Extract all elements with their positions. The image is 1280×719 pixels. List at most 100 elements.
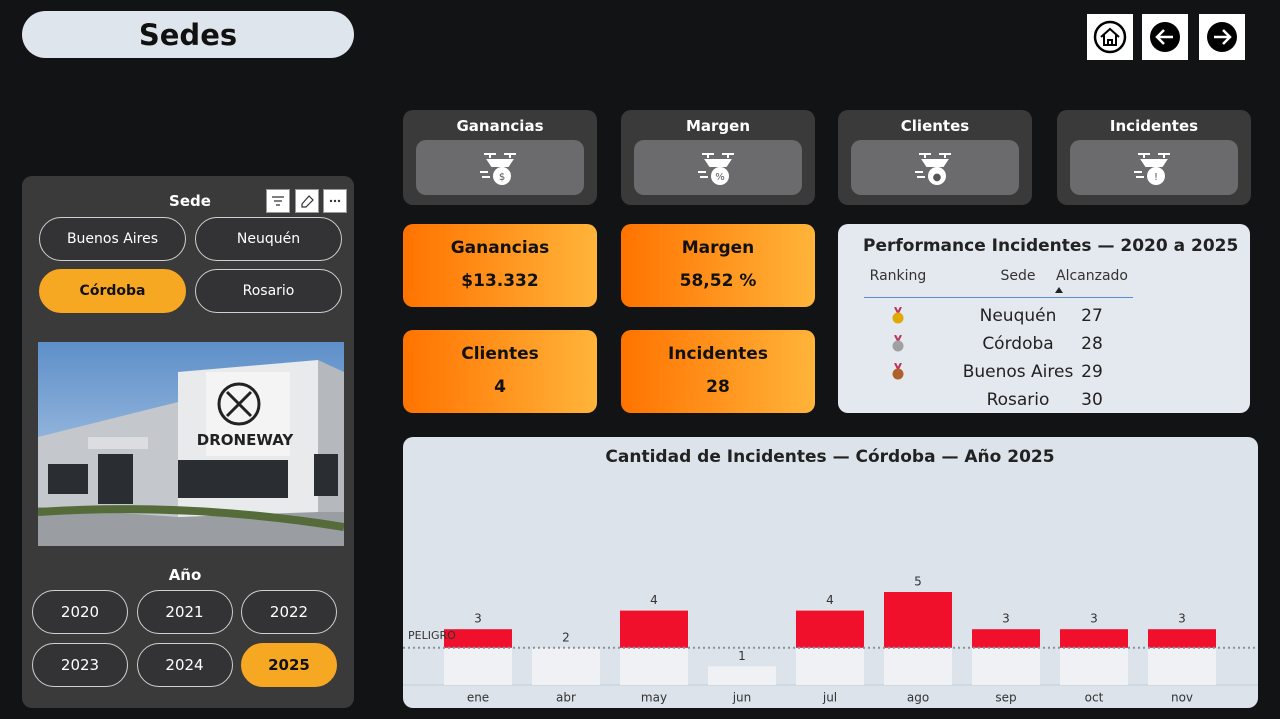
x-tick-label: ene <box>467 691 489 705</box>
column-header: Sede <box>1000 268 1036 284</box>
bar-base <box>444 647 512 685</box>
table-cell: 27 <box>1081 306 1103 326</box>
kpi-icon-title: Clientes <box>900 117 970 135</box>
column-header: Alcanzado <box>1056 268 1128 284</box>
data-label: 1 <box>738 649 746 663</box>
bar-over-threshold <box>796 610 864 648</box>
kpi-icon-button[interactable]: ! <box>1070 140 1238 195</box>
bar-base <box>620 647 688 685</box>
data-label: 2 <box>562 630 570 644</box>
data-label: 5 <box>914 575 922 589</box>
x-tick-label: sep <box>995 691 1016 705</box>
sede-option[interactable]: Neuquén <box>195 217 342 261</box>
home-icon <box>1093 20 1127 54</box>
eraser-glyph <box>301 195 314 208</box>
kpi-icon-button[interactable]: $ <box>416 140 584 195</box>
bar-base <box>1060 647 1128 685</box>
icon-glyph: ! <box>1154 172 1158 183</box>
threshold-label: PELIGRO <box>408 629 456 642</box>
kpi-label: Margen <box>681 238 755 258</box>
clear-icon[interactable] <box>295 189 319 213</box>
x-tick-label: may <box>641 691 667 705</box>
year-option[interactable]: 2020 <box>32 590 128 634</box>
bar-base <box>708 666 776 685</box>
header-rule <box>864 297 1133 298</box>
data-label: 4 <box>650 593 658 607</box>
table-cell: Buenos Aires <box>962 362 1074 382</box>
year-slicer-title: Año <box>168 566 202 584</box>
table-cell: 29 <box>1081 362 1103 382</box>
icon-glyph: $ <box>499 172 505 183</box>
bar-base <box>796 647 864 685</box>
sede-option[interactable]: Córdoba <box>39 269 186 313</box>
table-cell: Neuquén <box>979 306 1057 326</box>
medal-icon <box>891 306 905 325</box>
sede-image: DRONEWAY <box>38 342 344 546</box>
year-option[interactable]: 2025 <box>241 643 337 687</box>
kpi-label: Clientes <box>461 344 539 364</box>
filter-icon[interactable] <box>266 189 290 213</box>
data-label: 3 <box>1178 612 1186 626</box>
kpi-icon-title: Ganancias <box>456 117 544 135</box>
table-title: Performance Incidentes — 2020 a 2025 <box>863 236 1239 256</box>
x-tick-label: ago <box>907 691 929 705</box>
year-option[interactable]: 2024 <box>136 643 233 687</box>
table-cell: Córdoba <box>982 334 1054 354</box>
kpi-value: 58,52 % <box>679 271 757 291</box>
drone-icon: % <box>698 152 734 185</box>
kpi-card <box>621 224 815 307</box>
kpi-card <box>403 330 597 413</box>
bar-base <box>972 647 1040 685</box>
year-option[interactable]: 2023 <box>32 643 128 687</box>
kpi-value: 28 <box>706 377 730 397</box>
bar-over-threshold <box>884 592 952 648</box>
drone-icon: $ <box>480 152 516 185</box>
data-label: 3 <box>1090 612 1098 626</box>
more-icon[interactable] <box>323 189 347 213</box>
year-option[interactable]: 2022 <box>241 590 337 634</box>
x-tick-label: nov <box>1171 691 1193 705</box>
medal-icon <box>891 334 905 353</box>
table-cell: 28 <box>1081 334 1103 354</box>
bar-over-threshold <box>1060 629 1128 648</box>
ranking-table-panel: Performance Incidentes — 2020 a 2025 Ran… <box>838 224 1250 413</box>
building-sign: DRONEWAY <box>197 431 295 449</box>
bar-base <box>884 647 952 685</box>
kpi-icon-title: Margen <box>685 117 751 135</box>
table-cell: 30 <box>1081 390 1103 410</box>
forward-button[interactable] <box>1199 14 1245 60</box>
kpi-card <box>403 224 597 307</box>
kpi-icon-button[interactable]: ● <box>851 140 1019 195</box>
data-label: 3 <box>1002 612 1010 626</box>
more-glyph <box>329 199 341 203</box>
back-button[interactable] <box>1142 14 1188 60</box>
medal-glyph <box>892 306 904 324</box>
table-cell: Rosario <box>986 390 1050 410</box>
back-icon <box>1150 22 1180 52</box>
data-label: 4 <box>826 593 834 607</box>
medal-glyph <box>892 334 904 352</box>
sede-option[interactable]: Rosario <box>195 269 342 313</box>
icon-glyph: % <box>715 172 725 183</box>
x-tick-label: jul <box>822 691 837 705</box>
sede-option[interactable]: Buenos Aires <box>39 217 186 261</box>
x-tick-label: jun <box>732 691 752 705</box>
drone-icon: ● <box>915 152 951 185</box>
sede-slicer-title: Sede <box>169 192 211 210</box>
kpi-label: Ganancias <box>450 238 550 258</box>
bar-over-threshold <box>620 610 688 648</box>
kpi-card <box>621 330 815 413</box>
kpi-icon-button[interactable]: % <box>634 140 802 195</box>
chart-panel: Cantidad de Incidentes — Córdoba — Año 2… <box>403 437 1258 708</box>
bar-base <box>532 647 600 685</box>
page-title: Sedes <box>22 11 354 58</box>
bar-over-threshold <box>444 629 512 648</box>
home-button[interactable] <box>1087 14 1133 60</box>
column-header: Ranking <box>869 268 927 284</box>
kpi-icon-title: Incidentes <box>1109 117 1199 135</box>
kpi-label: Incidentes <box>668 344 768 364</box>
x-tick-label: abr <box>556 691 576 705</box>
year-option[interactable]: 2021 <box>136 590 233 634</box>
kpi-value: 4 <box>494 377 506 397</box>
